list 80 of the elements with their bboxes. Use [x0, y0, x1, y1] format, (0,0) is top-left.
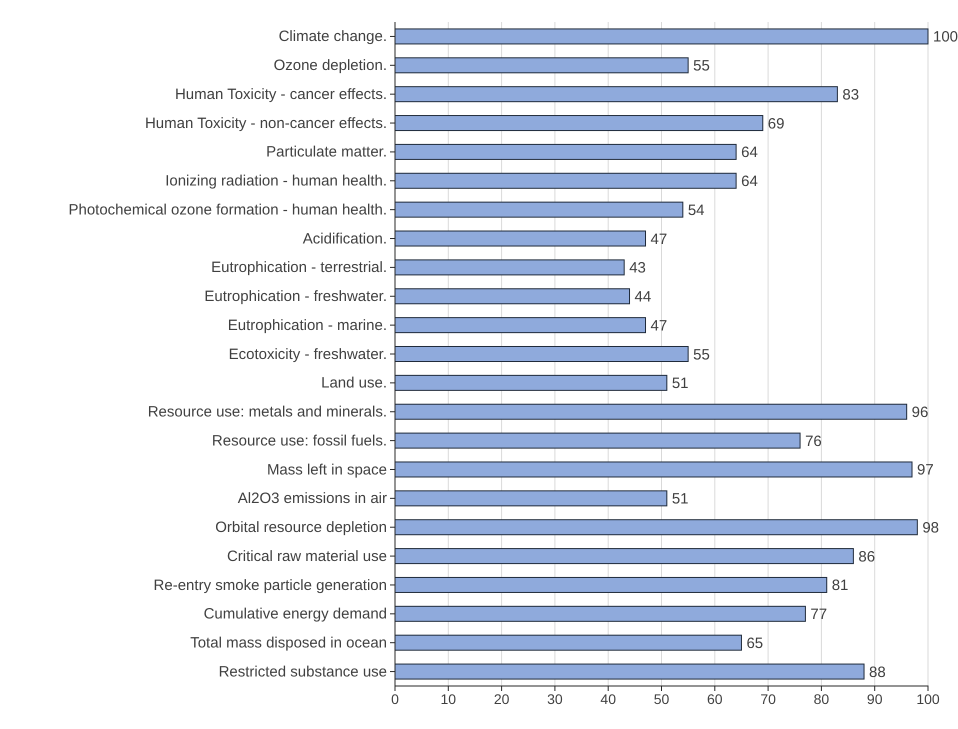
data-label: 55	[693, 346, 710, 364]
bar	[394, 259, 625, 276]
y-tick-label: Critical raw material use	[226, 548, 387, 565]
data-label: 51	[672, 490, 689, 508]
data-label: 64	[741, 173, 758, 190]
bar	[394, 346, 689, 362]
data-label: 96	[912, 404, 928, 421]
y-tick-label: Climate change.	[278, 28, 387, 46]
bar	[394, 230, 646, 247]
bar	[394, 28, 928, 44]
y-tick-label: Land use.	[321, 374, 387, 392]
x-tick-label: 0	[391, 690, 400, 707]
data-label: 69	[768, 115, 784, 132]
y-tick-label: Eutrophication - freshwater.	[204, 288, 387, 306]
y-tick-label: Mass left in space	[266, 461, 387, 478]
bar	[394, 374, 668, 391]
x-tick-label: 60	[707, 690, 723, 707]
data-label: 44	[634, 288, 652, 306]
data-label: 55	[693, 58, 710, 75]
bar	[394, 172, 737, 189]
bar	[394, 576, 828, 593]
bar	[394, 432, 801, 449]
x-tick-label: 80	[814, 690, 830, 707]
bar	[394, 519, 918, 536]
y-tick-label: Al2O3 emissions in air	[238, 490, 387, 508]
data-label: 77	[810, 606, 828, 624]
y-tick-label: Restricted substance use	[218, 663, 387, 680]
data-label: 97	[917, 462, 934, 479]
data-label: 54	[688, 202, 705, 219]
data-label: 65	[746, 634, 764, 652]
y-tick-label: Eutrophication - terrestrial.	[211, 259, 387, 276]
y-tick-label: Particulate matter.	[266, 144, 387, 161]
data-label: 47	[650, 317, 668, 334]
y-tick-label: Resource use: metals and minerals.	[148, 404, 387, 421]
bar	[394, 115, 764, 132]
data-label: 64	[741, 144, 758, 162]
data-label: 100	[933, 28, 958, 46]
bar	[394, 490, 668, 506]
bar	[394, 548, 854, 564]
y-tick-label: Total mass disposed in ocean	[190, 634, 387, 652]
x-tick-label: 90	[866, 690, 883, 707]
y-tick-label: Orbital resource depletion	[215, 519, 387, 536]
bar	[394, 288, 630, 304]
y-tick-label: Human Toxicity - non-cancer effects.	[144, 114, 387, 132]
bar	[394, 461, 913, 478]
y-tick-label: Ionizing radiation - human health.	[165, 172, 387, 190]
x-tick-label: 20	[494, 690, 510, 707]
bar	[394, 664, 865, 680]
data-label: 43	[629, 260, 646, 277]
bar	[394, 144, 737, 160]
y-tick-label: Ecotoxicity - freshwater.	[228, 346, 387, 363]
y-tick-label: Resource use: fossil fuels.	[212, 432, 387, 450]
bar	[394, 404, 908, 420]
y-tick-label: Human Toxicity - cancer effects.	[174, 86, 387, 103]
x-tick-label: 10	[440, 690, 456, 707]
bar	[394, 86, 838, 102]
y-tick-label: Acidification.	[302, 230, 387, 248]
data-label: 51	[672, 375, 689, 392]
data-label: 86	[858, 548, 876, 566]
bar	[394, 634, 742, 651]
data-label: 83	[842, 86, 860, 104]
data-label: 76	[805, 432, 822, 450]
x-tick-label: 30	[547, 690, 563, 707]
bar	[394, 202, 684, 218]
data-label: 98	[922, 519, 940, 536]
y-tick-label: Eutrophication - marine.	[228, 316, 387, 334]
y-tick-label: Photochemical ozone formation - human health.	[68, 201, 387, 218]
x-tick-label: 40	[600, 690, 616, 707]
y-tick-label: Re-entry smoke particle generation	[154, 576, 387, 594]
x-tick-label: 70	[760, 690, 776, 707]
y-tick-label: Cumulative energy demand	[204, 606, 387, 623]
data-label: 88	[869, 664, 886, 681]
y-tick-label: Ozone depletion.	[274, 57, 387, 74]
x-tick-label: 50	[654, 690, 670, 707]
data-label: 47	[650, 230, 668, 248]
bar	[394, 606, 806, 622]
x-tick-label: 100	[916, 690, 940, 707]
bar	[394, 57, 689, 74]
bar	[394, 317, 646, 334]
data-label: 81	[832, 577, 848, 594]
